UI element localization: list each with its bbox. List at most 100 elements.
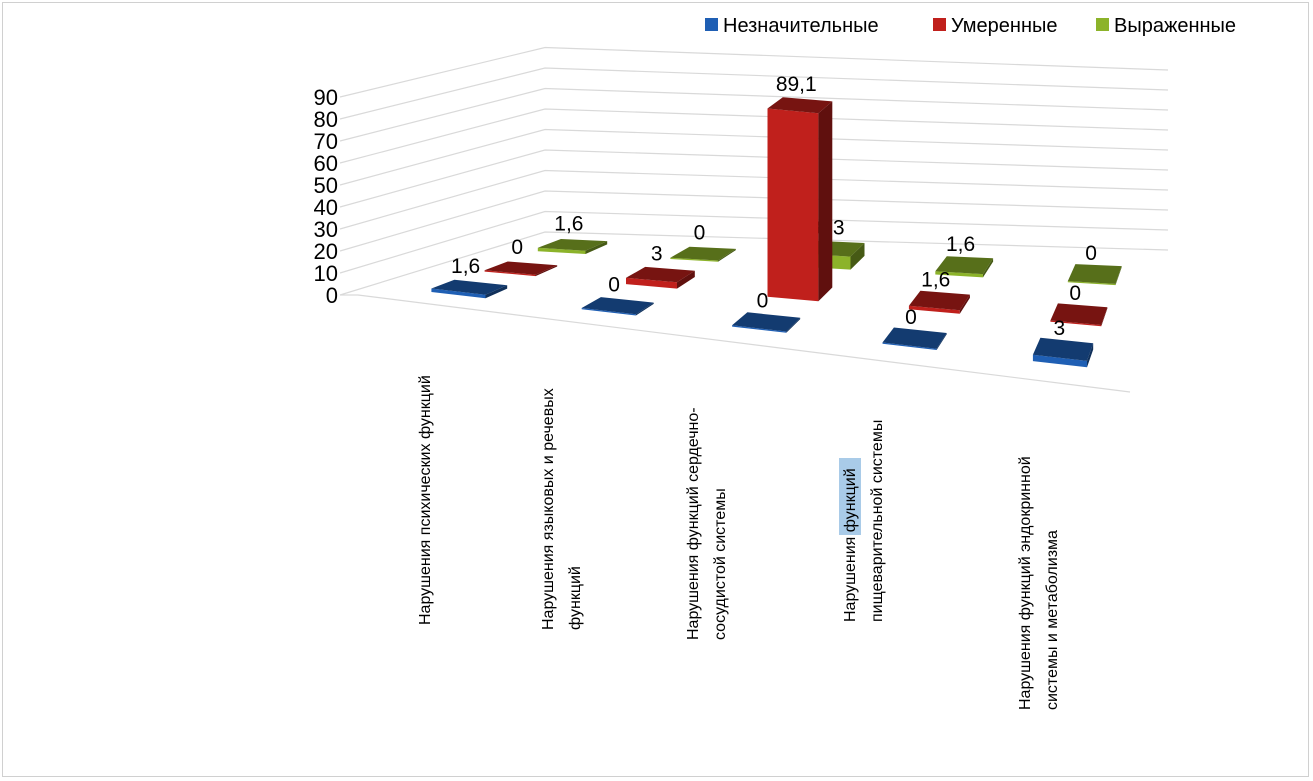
category-label-3: Нарушения функций сердечно-сосудистой си… bbox=[685, 407, 729, 640]
bar-severe-5 bbox=[1067, 264, 1122, 286]
bar-top-face bbox=[626, 266, 695, 283]
bar-minor-3 bbox=[732, 312, 801, 333]
data-label: 0 bbox=[694, 222, 706, 245]
bar-side-face bbox=[635, 302, 654, 316]
bar-top-face bbox=[484, 261, 558, 275]
y-tick-label: 20 bbox=[314, 239, 338, 264]
bar-top-face bbox=[431, 279, 508, 295]
data-label: 1,6 bbox=[921, 268, 950, 291]
category-label-1: Нарушения психических функций bbox=[417, 375, 434, 625]
legend-swatch-severe bbox=[1096, 18, 1109, 31]
bar-top-face bbox=[581, 297, 654, 315]
bar-moderate-5 bbox=[1050, 303, 1108, 327]
bar-top-face bbox=[1067, 264, 1122, 284]
data-label: 89,1 bbox=[776, 73, 817, 96]
data-label: 0 bbox=[1069, 282, 1081, 305]
bar-minor-1 bbox=[431, 279, 508, 299]
bar-side-face bbox=[585, 241, 608, 254]
bar-side-face bbox=[786, 317, 801, 333]
legend-label-severe: Выраженные bbox=[1114, 15, 1236, 37]
gridline bbox=[339, 231, 1169, 296]
category-label-line: Нарушения функций сердечно- bbox=[685, 407, 702, 640]
y-tick-label: 70 bbox=[314, 129, 338, 154]
legend-label-minor: Незначительные bbox=[723, 15, 879, 37]
bar-minor-5 bbox=[1032, 337, 1094, 368]
bar-minor-2 bbox=[581, 297, 654, 316]
bar-side-face bbox=[818, 101, 833, 302]
bar-top-face bbox=[908, 290, 970, 311]
bar-side-face bbox=[850, 243, 865, 270]
category-label-line: Нарушения психических функций bbox=[417, 375, 434, 625]
bar-severe-4 bbox=[935, 256, 994, 278]
bar-side-face bbox=[1087, 343, 1094, 368]
bar-minor-4 bbox=[882, 327, 947, 350]
bar-severe-2 bbox=[670, 246, 736, 262]
bar-top-face bbox=[882, 327, 947, 349]
legend-label-moderate: Умеренные bbox=[951, 15, 1058, 37]
y-tick-label: 0 bbox=[326, 283, 338, 308]
floor-edge bbox=[340, 294, 1131, 393]
legend-swatch-minor bbox=[705, 18, 718, 31]
bar-side-face bbox=[983, 258, 994, 278]
gridline bbox=[339, 149, 1169, 208]
bar-top-face bbox=[1050, 303, 1108, 325]
bar-front-face bbox=[935, 271, 983, 278]
y-tick-label: 10 bbox=[314, 261, 338, 286]
bar-front-face bbox=[1032, 354, 1087, 368]
category-label-4: Нарушения функций пищеварительной системы bbox=[842, 420, 886, 622]
data-label: 0 bbox=[1085, 242, 1097, 265]
y-tick-label: 80 bbox=[314, 107, 338, 132]
bar-top-face bbox=[1032, 337, 1094, 361]
bar-side-face bbox=[959, 294, 970, 314]
data-label: 3 bbox=[651, 242, 663, 265]
bar-moderate-4 bbox=[908, 290, 970, 314]
bar-front-face bbox=[626, 277, 677, 289]
bar-front-face bbox=[882, 342, 937, 350]
gridline bbox=[339, 46, 1169, 98]
data-label: 0 bbox=[757, 290, 769, 313]
bar-front-face bbox=[431, 288, 486, 299]
data-label: 1,6 bbox=[451, 255, 480, 278]
gridline bbox=[339, 108, 1169, 164]
gridline bbox=[339, 210, 1169, 274]
gridline bbox=[339, 190, 1169, 252]
bar-moderate-3 bbox=[767, 97, 833, 302]
bar-moderate-2 bbox=[626, 266, 695, 289]
category-label-line: Нарушения функций bbox=[842, 468, 859, 622]
y-tick-label: 60 bbox=[314, 151, 338, 176]
y-tick-label: 40 bbox=[314, 195, 338, 220]
bar-front-face bbox=[767, 108, 819, 302]
bar-front-face bbox=[1067, 281, 1116, 286]
y-tick-label: 50 bbox=[314, 173, 338, 198]
legend-swatch-moderate bbox=[933, 18, 946, 31]
bar-side-face bbox=[485, 285, 508, 299]
category-label-line: Нарушения языковых и речевых bbox=[540, 388, 557, 630]
bar-front-face bbox=[670, 257, 718, 262]
bar-side-face bbox=[1101, 307, 1108, 327]
bar-front-face bbox=[581, 308, 636, 316]
bar-moderate-1 bbox=[484, 261, 558, 277]
bar-top-face bbox=[537, 239, 608, 251]
bar-front-face bbox=[537, 247, 586, 254]
bar-side-face bbox=[936, 333, 947, 350]
gridline bbox=[339, 128, 1169, 186]
y-tick-label: 90 bbox=[314, 85, 338, 110]
gridline bbox=[339, 87, 1169, 142]
y-tick-label: 30 bbox=[314, 217, 338, 242]
category-label-2: Нарушения языковых и речевых функций bbox=[540, 388, 584, 630]
bar-side-face bbox=[535, 265, 558, 277]
category-label-line: функций bbox=[567, 566, 584, 630]
category-label-5: Нарушения функций эндокринной системы и м… bbox=[1017, 456, 1061, 710]
bar-side-face bbox=[1115, 266, 1122, 286]
category-label-line: сосудистой системы bbox=[712, 488, 729, 640]
bar-top-face bbox=[732, 312, 801, 332]
bar-front-face bbox=[732, 325, 787, 333]
bar-side-face bbox=[677, 270, 695, 289]
category-label-line: пищеварительной системы bbox=[869, 420, 886, 622]
bar-top-face bbox=[767, 97, 833, 114]
data-label: 0 bbox=[511, 236, 523, 259]
category-label-line: системы и метаболизма bbox=[1044, 530, 1061, 710]
gridline bbox=[339, 169, 1169, 230]
